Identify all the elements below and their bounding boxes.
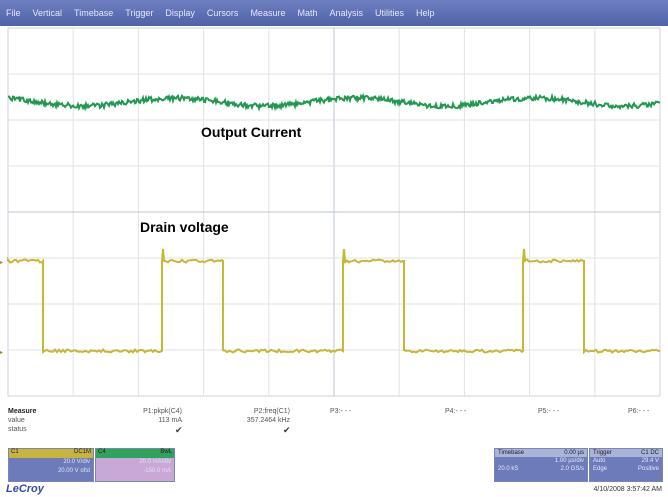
p2-status-icon: ✔ xyxy=(283,425,291,436)
menu-item-math[interactable]: Math xyxy=(291,8,323,18)
channel-c1-scale: 20.0 V/div xyxy=(9,458,93,467)
measure-panel: Measure value status P1:pkpk(C4) 113 mA … xyxy=(0,398,668,448)
lecroy-logo: LeCroy xyxy=(6,483,44,495)
datetime-stamp: 4/10/2008 3:57:42 AM xyxy=(594,486,663,493)
status-row-label: status xyxy=(8,426,27,433)
p2-name[interactable]: P2:freq(C1) xyxy=(220,408,290,415)
menu-item-utilities[interactable]: Utilities xyxy=(369,8,410,18)
menu-item-vertical[interactable]: Vertical xyxy=(27,8,69,18)
trigger-source: C1 DC xyxy=(641,449,659,457)
menu-item-measure[interactable]: Measure xyxy=(244,8,291,18)
c1-ground-marker[interactable]: ▸ xyxy=(0,350,3,356)
timebase-delay: 0.00 µs xyxy=(564,449,584,457)
trigger-mode: Auto xyxy=(593,457,605,465)
p1-value: 113 mA xyxy=(112,417,182,424)
p2-value: 357.2464 kHz xyxy=(220,417,290,424)
channel-c4-box[interactable]: C4 BwL 20.0 mA/div -150.0 mA xyxy=(95,448,175,482)
channel-c4-scale: 20.0 mA/div xyxy=(96,458,174,467)
p4-name[interactable]: P4:- - - xyxy=(445,408,515,415)
trigger-box[interactable]: Trigger C1 DC Auto 29.4 V Edge Positive xyxy=(589,448,663,482)
channel-c1-name: C1 xyxy=(11,449,19,458)
timebase-rate: 2.0 GS/s xyxy=(561,465,584,473)
menu-item-trigger[interactable]: Trigger xyxy=(119,8,159,18)
channel-c4-name: C4 xyxy=(98,449,106,458)
menu-item-help[interactable]: Help xyxy=(410,8,441,18)
p3-name[interactable]: P3:- - - xyxy=(330,408,400,415)
p5-name[interactable]: P5:- - - xyxy=(538,408,608,415)
channel-c1-offset: 20.00 V ofst xyxy=(9,467,93,476)
menu-item-display[interactable]: Display xyxy=(159,8,201,18)
trigger-type: Edge xyxy=(593,465,607,473)
channel-c4-tag: BwL xyxy=(160,449,172,458)
menu-item-timebase[interactable]: Timebase xyxy=(68,8,119,18)
menu-item-cursors[interactable]: Cursors xyxy=(201,8,245,18)
menu-bar: File Vertical Timebase Trigger Display Cursor… xyxy=(0,0,668,26)
timebase-box[interactable]: Timebase 0.00 µs 1.00 µs/div 20.0 kS 2.0 G… xyxy=(494,448,588,482)
timebase-scale: 1.00 µs/div xyxy=(555,457,584,465)
trigger-level: 29.4 V xyxy=(642,457,659,465)
channel-c1-tag: DC1M xyxy=(74,449,91,458)
output-current-label: Output Current xyxy=(201,124,301,140)
c1-marker[interactable]: ▸ xyxy=(0,260,3,266)
channel-c1-box[interactable]: C1 DC1M 20.0 V/div 20.00 V ofst xyxy=(8,448,94,482)
channel-c1-header: C1 DC1M xyxy=(9,449,93,458)
p1-status-icon: ✔ xyxy=(175,425,183,436)
timebase-samples: 20.0 kS xyxy=(498,465,518,473)
trigger-title: Trigger xyxy=(593,449,612,457)
menu-item-file[interactable]: File xyxy=(0,8,27,18)
channel-c4-offset: -150.0 mA xyxy=(96,467,174,476)
waveform-grid: ▸▸ xyxy=(0,26,668,398)
channel-c4-header: C4 BwL xyxy=(96,449,174,458)
value-row-label: value xyxy=(8,417,25,424)
p6-name[interactable]: P6:- - - xyxy=(628,408,666,415)
scope-display: ▸ ▸ Output Current Drain voltage xyxy=(0,26,668,398)
measure-title: Measure xyxy=(8,408,36,415)
timebase-title: Timebase xyxy=(498,449,524,457)
drain-voltage-label: Drain voltage xyxy=(140,219,229,235)
p1-name[interactable]: P1:pkpk(C4) xyxy=(112,408,182,415)
trigger-slope: Positive xyxy=(638,465,659,473)
menu-item-analysis[interactable]: Analysis xyxy=(323,8,369,18)
